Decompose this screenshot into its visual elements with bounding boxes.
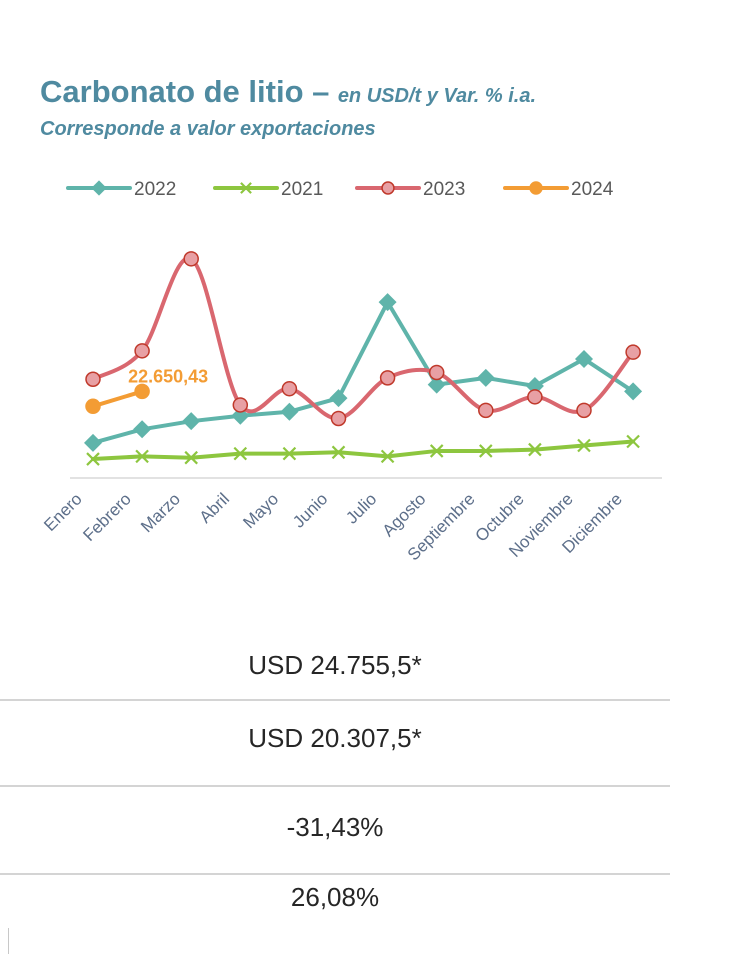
data-point-2021	[86, 452, 100, 466]
data-point-2021	[331, 445, 346, 460]
legend-marker	[240, 182, 252, 194]
data-point-2022	[476, 368, 495, 387]
data-point-2023	[134, 343, 150, 359]
x-tick-label: Marzo	[137, 489, 184, 536]
data-point-2022	[280, 402, 299, 421]
chart-subtitle: Corresponde a valor exportaciones	[40, 118, 376, 140]
data-point-2023	[183, 251, 199, 267]
chart-title: Carbonato de litio – en USD/t y Var. % i…	[40, 74, 536, 110]
data-point-2023	[625, 344, 641, 360]
x-tick-label: Mayo	[239, 489, 282, 532]
x-tick-label: Abril	[196, 489, 233, 526]
data-point-2021	[233, 446, 248, 461]
data-point-2021	[184, 450, 198, 465]
data-point-2021	[528, 442, 542, 457]
legend-label: 2024	[571, 179, 614, 200]
data-point-2023	[428, 364, 445, 381]
data-point-2024	[85, 398, 101, 415]
legend-marker	[91, 180, 107, 196]
legend-marker	[529, 181, 543, 195]
data-point-2022	[525, 377, 544, 395]
data-point-2023	[527, 389, 543, 405]
chart-title-main: Carbonato de litio –	[40, 74, 330, 109]
x-tick-label: Enero	[40, 489, 86, 535]
data-point-2023	[281, 380, 298, 397]
value-row-4: 26,08%	[290, 882, 380, 912]
data-point-2022	[182, 412, 201, 431]
data-point-2022	[329, 389, 348, 408]
data-point-2022	[84, 433, 102, 452]
data-point-2021	[135, 449, 149, 464]
data-point-2021	[282, 446, 297, 461]
x-tick-label: Febrero	[79, 489, 135, 545]
legend-marker	[381, 181, 395, 195]
data-point-2021	[380, 449, 395, 464]
chart-title-units: en USD/t y Var. % i.a.	[337, 85, 537, 107]
data-point-2021	[577, 438, 591, 453]
legend-label: 2021	[281, 179, 323, 200]
series-line-2022	[91, 300, 636, 445]
series-line-2021	[91, 439, 636, 462]
data-label: 22.650,43	[128, 366, 208, 386]
x-tick-label: Junio	[289, 489, 331, 531]
data-point-2021	[429, 444, 444, 458]
data-point-2022	[427, 375, 446, 394]
series-line-2023	[91, 256, 636, 421]
row-divider	[0, 785, 670, 787]
value-row-2: USD 20.307,5*	[248, 723, 422, 753]
legend-label: 2022	[134, 179, 176, 200]
legend-label: 2023	[423, 179, 465, 200]
row-divider	[0, 873, 670, 875]
data-point-2023	[379, 370, 396, 386]
data-point-2023	[232, 397, 249, 413]
data-point-2022	[378, 293, 397, 312]
data-point-2023	[576, 402, 592, 419]
data-point-2023	[330, 410, 347, 427]
data-point-2024	[134, 383, 150, 400]
value-row-1: USD 24.755,5*	[248, 650, 422, 680]
data-point-2022	[575, 349, 593, 368]
row-divider	[0, 699, 670, 701]
series-line-2024	[91, 389, 145, 409]
data-point-2023	[478, 402, 494, 419]
edge-mark	[8, 928, 9, 954]
data-point-2021	[626, 434, 640, 449]
data-point-2022	[624, 382, 643, 401]
value-row-3: -31,43%	[286, 812, 384, 842]
data-point-2022	[133, 420, 152, 439]
data-point-2021	[479, 444, 493, 458]
x-tick-label: Julio	[342, 489, 380, 527]
data-point-2023	[85, 371, 101, 387]
